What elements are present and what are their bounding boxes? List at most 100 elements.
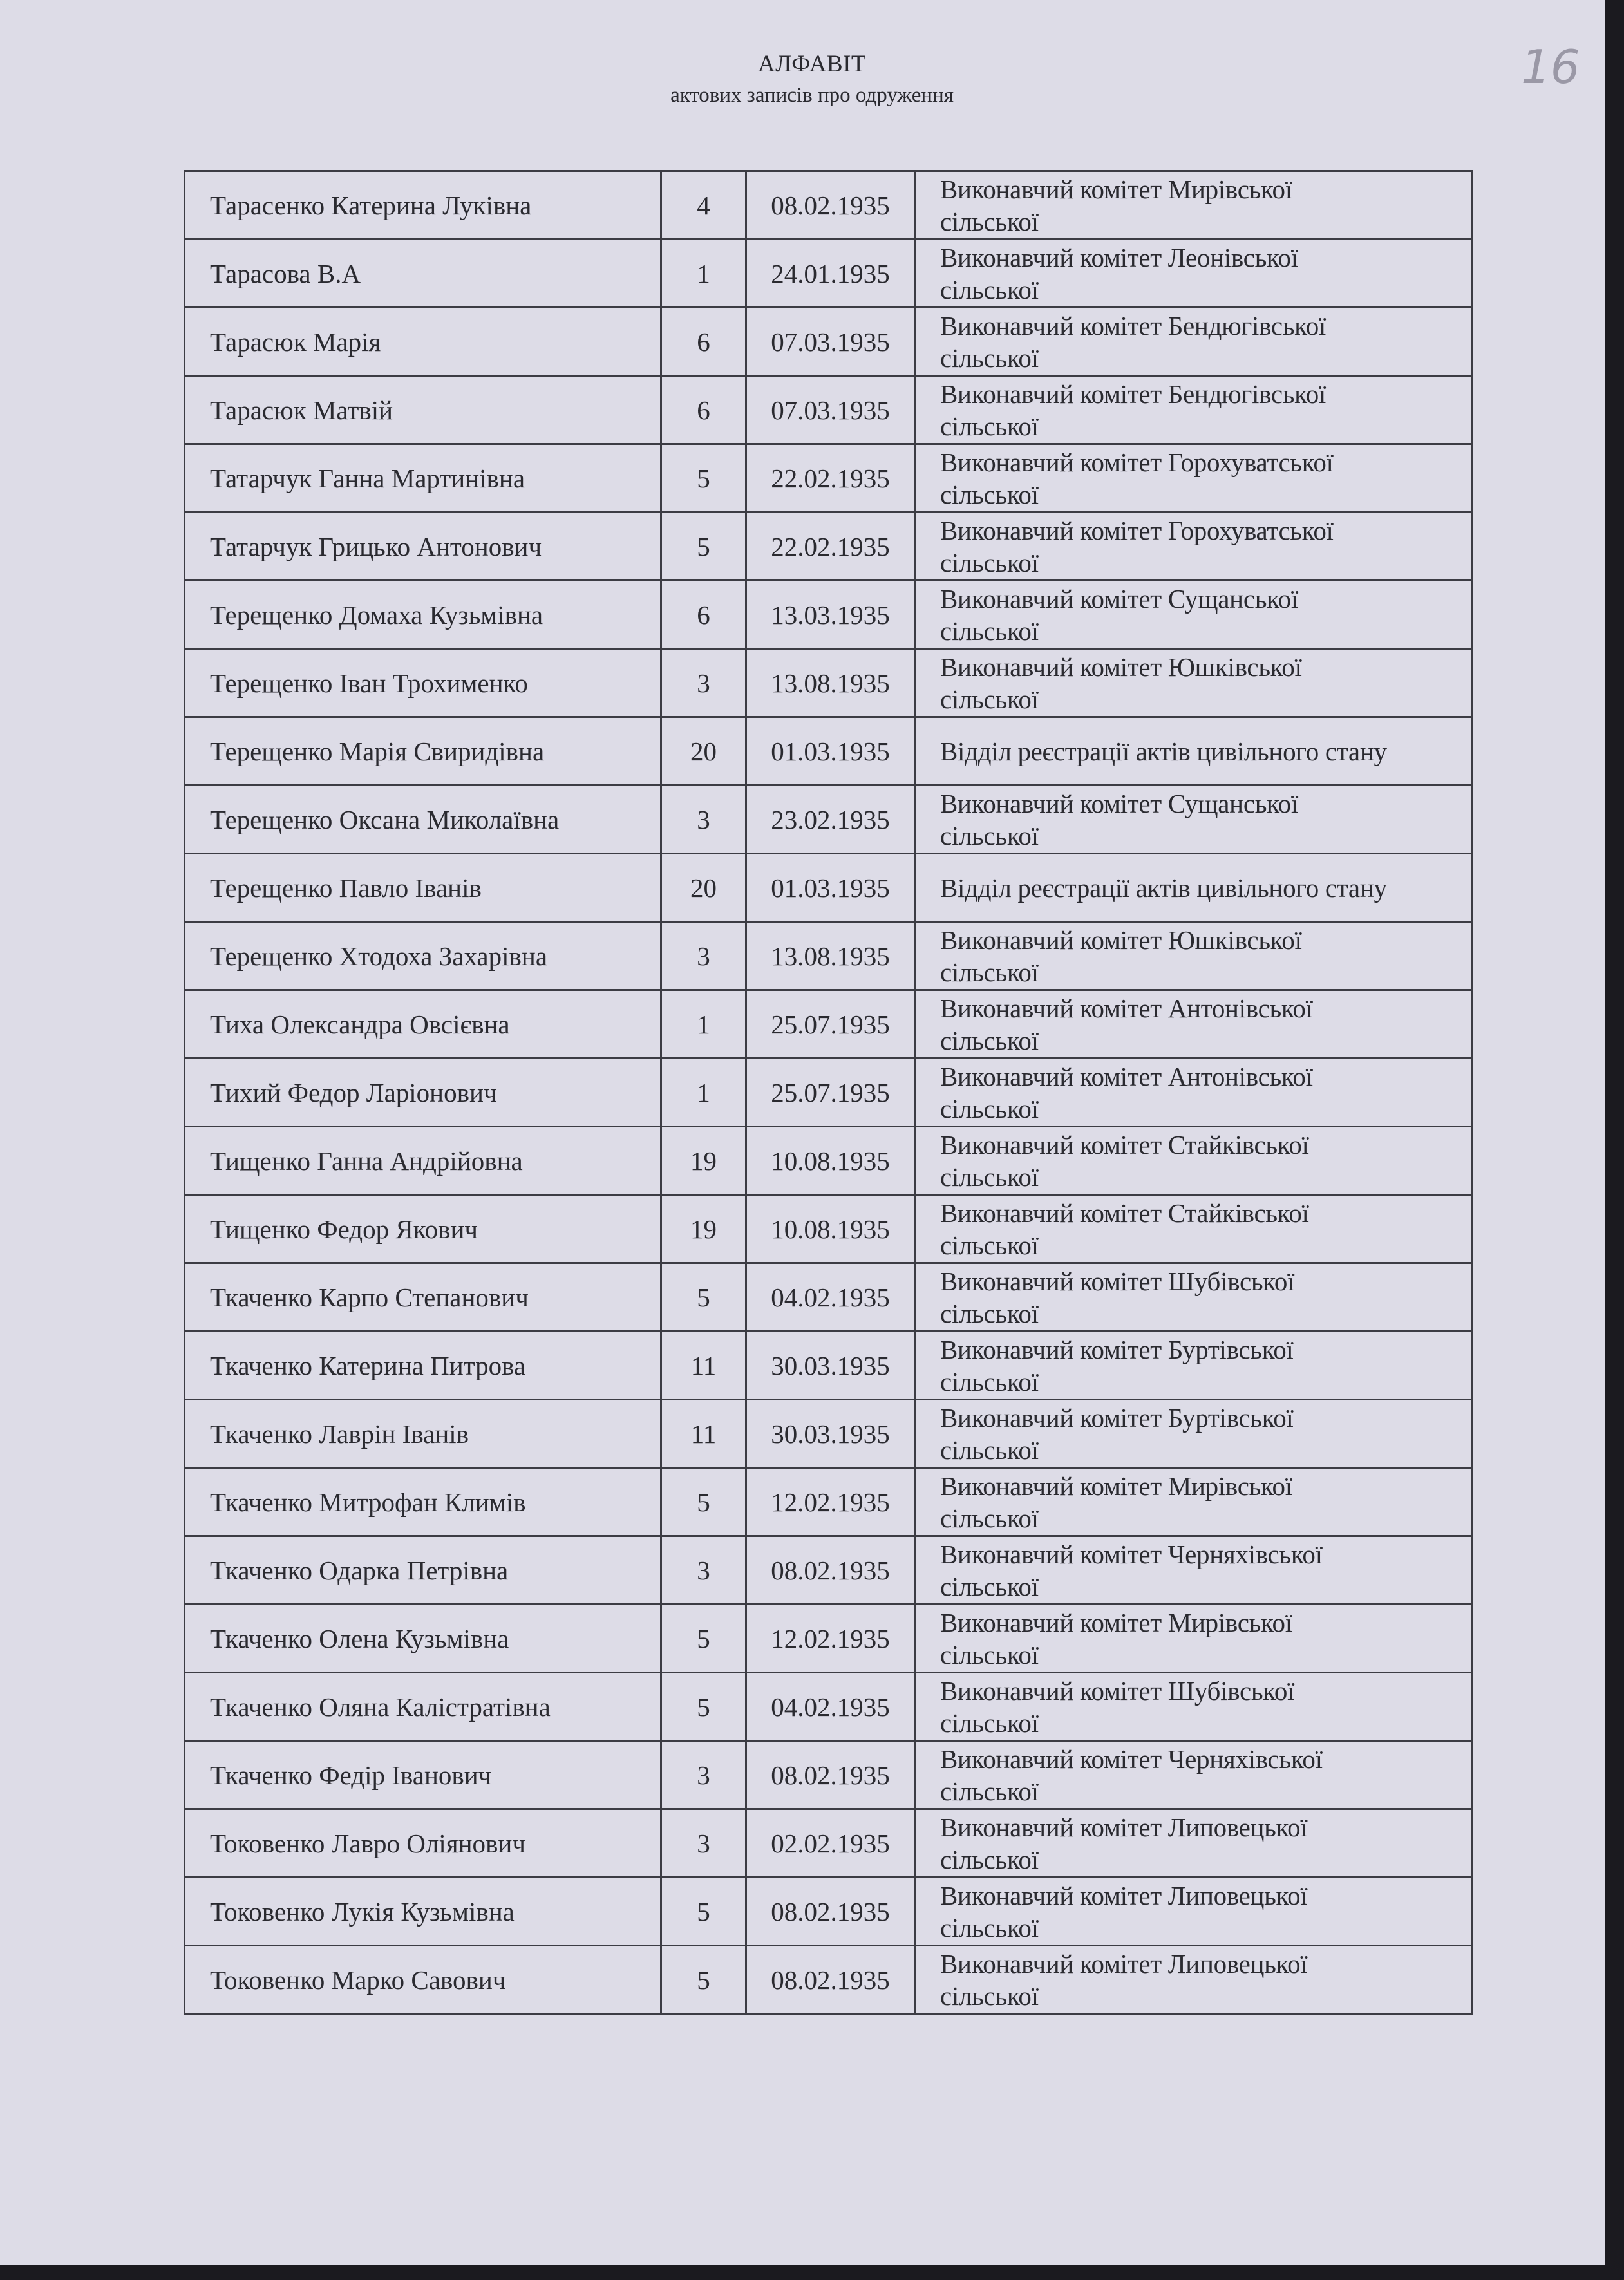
person-name: Токовенко Марко Савович [184,1945,662,2015]
office-line: сільської [940,1776,1039,1806]
person-name: Терещенко Марія Свиридівна [184,716,662,786]
record-date: 08.02.1935 [745,1740,916,1810]
office-line: Виконавчий комітет Стайківської [940,1198,1309,1228]
person-name: Токовенко Лавро Оліянович [184,1808,662,1878]
record-date: 12.02.1935 [745,1603,916,1673]
office-line: Виконавчий комітет Юшківської [940,652,1302,682]
table-row: Тарасенко Катерина Луківна 4 08.02.1935 Вик… [184,170,1473,240]
person-name: Терещенко Хтодоха Захарівна [184,921,662,991]
table-row: Тарасюк Матвій 6 07.03.1935 Виконавчий комі… [184,375,1473,445]
person-name: Терещенко Оксана Миколаївна [184,784,662,854]
office-line: сільської [940,479,1039,509]
person-name: Тищенко Ганна Андрійовна [184,1126,662,1196]
table-row: Ткаченко Катерина Питрова 11 30.03.1935 Вик… [184,1330,1473,1400]
record-number: 1 [660,238,747,308]
office-line: Виконавчий комітет Мирівської [940,174,1292,204]
office-line: Виконавчий комітет Леонівської [940,242,1298,272]
document-subtitle: актових записів про одруження [670,84,954,107]
records-table: Тарасенко Катерина Луківна 4 08.02.1935 Вик… [184,170,1473,2015]
table-row: Ткаченко Карпо Степанович 5 04.02.1935 Вико… [184,1262,1473,1332]
record-date: 13.03.1935 [745,579,916,650]
record-number: 6 [660,306,747,377]
registry-office: Виконавчий комітет Сущанської сільської [914,579,1473,650]
record-number: 20 [660,853,747,923]
record-number: 11 [660,1330,747,1400]
person-name: Тищенко Федор Якович [184,1194,662,1264]
table-row: Ткаченко Лаврін Іванів 11 30.03.1935 Викона… [184,1399,1473,1469]
person-name: Ткаченко Лаврін Іванів [184,1399,662,1469]
registry-office: Виконавчий комітет Шубівської сільської [914,1262,1473,1332]
record-number: 19 [660,1126,747,1196]
person-name: Тиха Олександра Овсієвна [184,989,662,1059]
registry-office: Виконавчий комітет Бендюгівської сільсько… [914,306,1473,377]
record-number: 5 [660,1672,747,1742]
office-line: Виконавчий комітет Антонівської [940,993,1313,1023]
table-row: Татарчук Грицько Антонович 5 22.02.1935 Вик… [184,511,1473,581]
office-line: Виконавчий комітет Липовецької [940,1948,1308,1979]
registry-office: Виконавчий комітет Черняхівської сільсько… [914,1535,1473,1605]
office-line: сільської [940,820,1039,851]
table-row: Тихий Федор Ларіонович 1 25.07.1935 Виконав… [184,1057,1473,1127]
office-line: Виконавчий комітет Шубівської [940,1266,1295,1296]
office-line: сільської [940,1708,1039,1738]
record-date: 02.02.1935 [745,1808,916,1878]
office-line: Виконавчий комітет Юшківської [940,925,1302,955]
record-date: 04.02.1935 [745,1262,916,1332]
record-date: 08.02.1935 [745,1945,916,2015]
record-number: 5 [660,511,747,581]
person-name: Терещенко Павло Іванів [184,853,662,923]
registry-office: Виконавчий комітет Юшківської сільської [914,921,1473,991]
table-row: Терещенко Оксана Миколаївна 3 23.02.1935 Ви… [184,784,1473,854]
person-name: Ткаченко Олена Кузьмівна [184,1603,662,1673]
record-date: 08.02.1935 [745,1876,916,1946]
person-name: Ткаченко Одарка Петрівна [184,1535,662,1605]
record-date: 07.03.1935 [745,306,916,377]
office-line: сільської [940,411,1039,441]
record-number: 6 [660,375,747,445]
registry-office: Виконавчий комітет Мирівської сільської [914,1603,1473,1673]
handwritten-page-number: 16 [1521,40,1580,94]
record-date: 13.08.1935 [745,921,916,991]
table-row: Ткаченко Одарка Петрівна 3 08.02.1935 Викон… [184,1535,1473,1605]
record-date: 30.03.1935 [745,1330,916,1400]
registry-office: Виконавчий комітет Мирівської сільської [914,170,1473,240]
record-date: 30.03.1935 [745,1399,916,1469]
record-number: 5 [660,1876,747,1946]
table-row: Тищенко Ганна Андрійовна 19 10.08.1935 Вико… [184,1126,1473,1196]
record-number: 5 [660,1262,747,1332]
table-row: Тарасюк Марія 6 07.03.1935 Виконавчий коміт… [184,306,1473,377]
office-line: Виконавчий комітет Липовецької [940,1880,1308,1910]
table-row: Токовенко Лавро Оліянович 3 02.02.1935 Вико… [184,1808,1473,1878]
table-row: Ткаченко Оляна Калістратівна 5 04.02.1935 В… [184,1672,1473,1742]
office-line: сільської [940,1298,1039,1328]
registry-office: Виконавчий комітет Липовецької сільської [914,1876,1473,1946]
office-line: сільської [940,1230,1039,1260]
office-line: сільської [940,616,1039,646]
table-row: Тиха Олександра Овсієвна 1 25.07.1935 Викон… [184,989,1473,1059]
record-date: 10.08.1935 [745,1126,916,1196]
office-line: Виконавчий комітет Бендюгівської [940,379,1327,409]
office-line: Виконавчий комітет Бендюгівської [940,310,1327,341]
office-line: Виконавчий комітет Черняхівської [940,1539,1323,1569]
office-line: Виконавчий комітет Горохуватської [940,447,1334,477]
office-line: сільської [940,684,1039,714]
record-date: 13.08.1935 [745,648,916,718]
office-line: сільської [940,1366,1039,1397]
record-number: 1 [660,989,747,1059]
registry-office: Відділ реєстрації актів цивільного стану [914,853,1473,923]
record-number: 19 [660,1194,747,1264]
document-title: АЛФАВІТ [757,51,867,77]
record-date: 22.02.1935 [745,443,916,513]
table-row: Татарчук Ганна Мартинівна 5 22.02.1935 Вико… [184,443,1473,513]
person-name: Тарасюк Матвій [184,375,662,445]
record-date: 07.03.1935 [745,375,916,445]
person-name: Ткаченко Оляна Калістратівна [184,1672,662,1742]
office-line: сільської [940,206,1039,236]
office-line: сільської [940,1981,1039,2011]
record-number: 3 [660,648,747,718]
record-date: 04.02.1935 [745,1672,916,1742]
record-date: 22.02.1935 [745,511,916,581]
table-row: Терещенко Домаха Кузьмівна 6 13.03.1935 Вик… [184,579,1473,650]
registry-office: Виконавчий комітет Липовецької сільської [914,1808,1473,1878]
table-row: Тарасова В.А 1 24.01.1935 Виконавчий коміте… [184,238,1473,308]
